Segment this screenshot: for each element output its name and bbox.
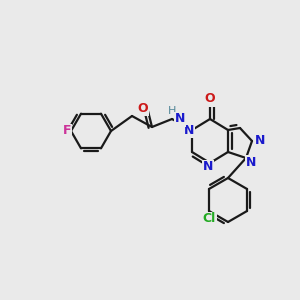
Text: Cl: Cl <box>202 212 216 226</box>
Text: O: O <box>205 92 215 106</box>
Text: N: N <box>203 160 213 173</box>
Text: O: O <box>138 101 148 115</box>
Text: N: N <box>175 112 185 125</box>
Text: N: N <box>246 155 256 169</box>
Text: H: H <box>168 106 176 116</box>
Text: F: F <box>63 124 71 137</box>
Text: N: N <box>255 134 265 148</box>
Text: N: N <box>184 124 194 136</box>
